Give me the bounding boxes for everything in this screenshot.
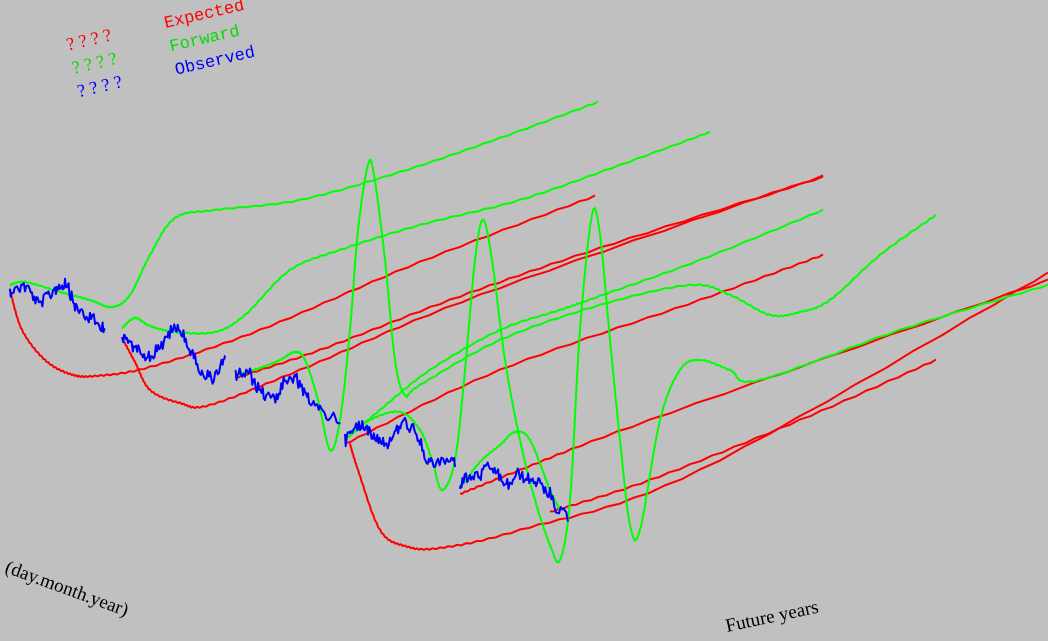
forward-curve-2 bbox=[121, 130, 711, 335]
observed-segment-5 bbox=[459, 461, 569, 522]
observed-segment-4 bbox=[344, 416, 456, 469]
chart-curves bbox=[9, 100, 1048, 564]
forward-curve-6 bbox=[344, 208, 824, 441]
expected-curve-1 bbox=[9, 194, 596, 379]
legend-marker-observed: ? ? ? ? bbox=[75, 71, 124, 101]
forward-curve-5 bbox=[459, 430, 561, 511]
expected-curve-4 bbox=[349, 271, 1048, 551]
observed-segment-1 bbox=[9, 277, 106, 334]
expected-curve-5 bbox=[344, 253, 824, 445]
expected-curve-2 bbox=[121, 174, 824, 410]
observed-segment-2 bbox=[121, 323, 226, 385]
expected-curve-3 bbox=[234, 175, 824, 379]
forward-curve-1 bbox=[9, 100, 599, 309]
expected-curve-7 bbox=[550, 358, 937, 513]
future-axis-label: Future years bbox=[724, 597, 821, 637]
expected-curve-6 bbox=[459, 278, 1048, 495]
date-axis-label: (day.month.year) bbox=[2, 557, 131, 621]
forward-curve-3 bbox=[234, 158, 937, 452]
forward-curve-4 bbox=[345, 207, 1048, 564]
chart-legend: ? ? ? ? Expected ? ? ? ? Forward ? ? ? ?… bbox=[64, 0, 257, 101]
observed-segment-3 bbox=[234, 367, 341, 425]
